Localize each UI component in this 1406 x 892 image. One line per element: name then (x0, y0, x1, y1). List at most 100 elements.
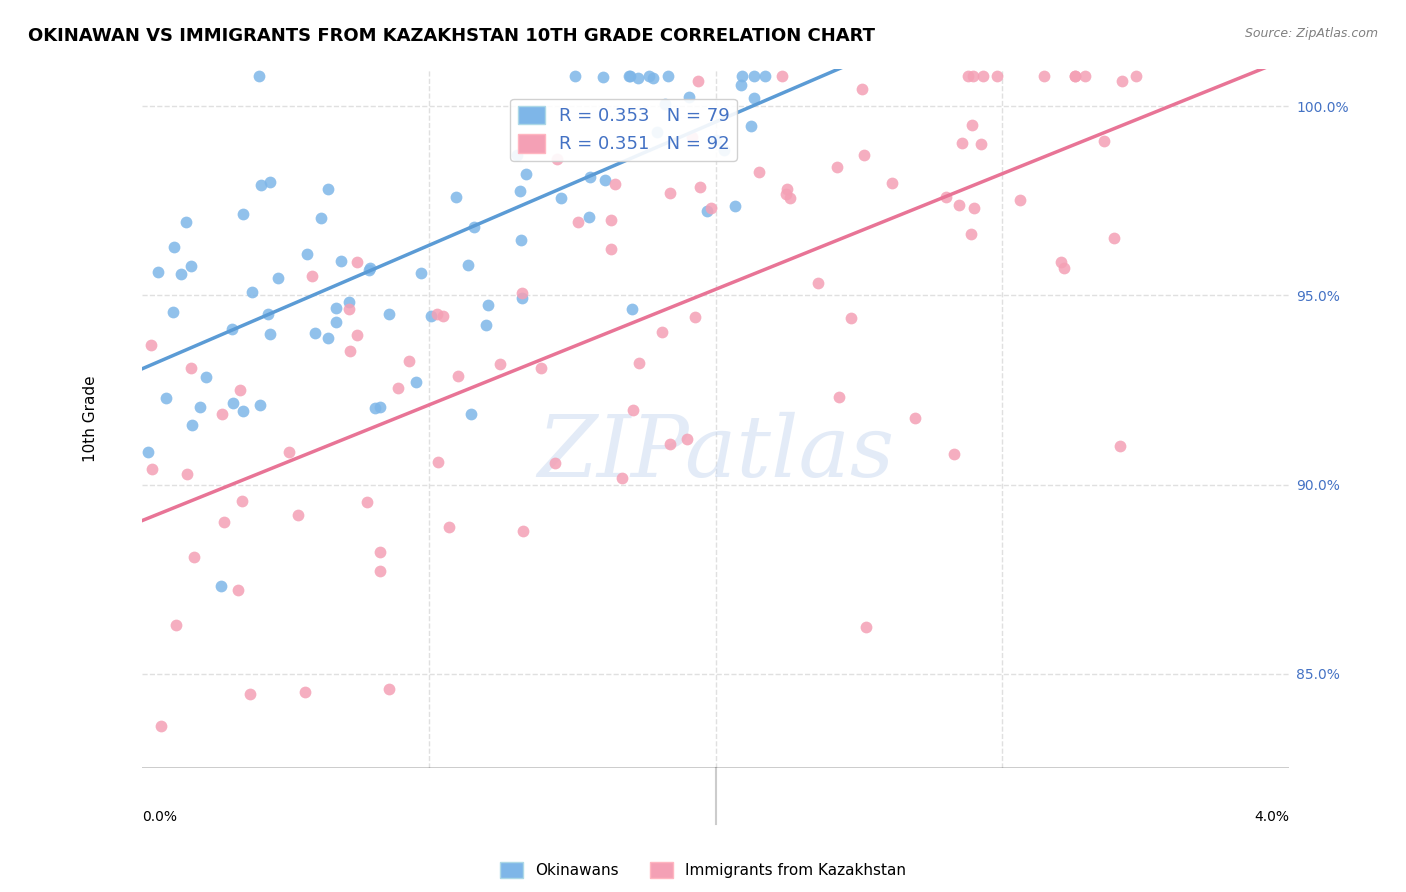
Point (724, 199, 747, 213)
Point (457, 258, 479, 272)
Point (287, 508, 309, 522)
Point (776, 181, 799, 195)
Point (512, 291, 534, 305)
Point (1108, 439, 1130, 453)
Point (969, 137, 991, 152)
Point (325, 315, 347, 329)
Point (517, 104, 540, 119)
Point (1063, 69, 1085, 83)
Point (176, 467, 198, 481)
Point (378, 307, 401, 321)
Point (426, 307, 449, 321)
Point (853, 148, 876, 162)
Point (267, 271, 290, 285)
Point (659, 186, 682, 200)
Point (316, 182, 339, 196)
Legend: R = 0.353   N = 79, R = 0.351   N = 92: R = 0.353 N = 79, R = 0.351 N = 92 (510, 98, 737, 161)
Point (683, 310, 706, 325)
Point (986, 69, 1008, 83)
Point (512, 524, 534, 538)
Point (346, 327, 368, 342)
Point (855, 620, 877, 634)
Point (256, 307, 278, 321)
Point (740, 120, 762, 134)
Point (141, 462, 163, 476)
Point (446, 369, 468, 384)
Point (211, 407, 233, 421)
Point (165, 617, 187, 632)
Point (294, 685, 316, 699)
Point (463, 220, 485, 235)
Point (146, 265, 169, 279)
Point (240, 285, 263, 299)
Point (546, 153, 568, 167)
Point (420, 309, 443, 323)
Point (645, 125, 668, 139)
Point (162, 305, 184, 319)
Point (689, 179, 711, 194)
Point (411, 266, 433, 280)
Point (578, 210, 600, 224)
Point (163, 240, 186, 254)
Point (550, 191, 572, 205)
Point (228, 582, 250, 597)
Point (770, 69, 793, 83)
Point (807, 276, 830, 290)
Point (779, 191, 801, 205)
Point (387, 382, 409, 396)
Point (839, 311, 862, 326)
Point (212, 515, 235, 529)
Point (221, 321, 243, 335)
Point (619, 69, 641, 83)
Point (935, 189, 957, 203)
Point (658, 437, 681, 451)
Point (232, 207, 254, 221)
Point (250, 178, 273, 192)
Point (1125, 69, 1147, 83)
Legend: Okinawans, Immigrants from Kazakhstan: Okinawans, Immigrants from Kazakhstan (494, 856, 912, 884)
Point (239, 687, 262, 701)
Point (136, 444, 159, 458)
Point (610, 471, 633, 485)
Point (754, 69, 776, 83)
Point (593, 173, 616, 187)
Point (222, 396, 245, 410)
Point (1050, 255, 1073, 269)
Point (599, 212, 621, 227)
Text: 0.0%: 0.0% (142, 810, 177, 824)
Point (1092, 134, 1115, 148)
Point (188, 400, 211, 414)
Point (231, 493, 253, 508)
Point (209, 579, 232, 593)
Point (229, 384, 252, 398)
Point (731, 69, 754, 83)
Point (1053, 260, 1076, 275)
Point (180, 417, 202, 432)
Point (704, 133, 727, 147)
Text: Source: ZipAtlas.com: Source: ZipAtlas.com (1244, 27, 1378, 40)
Point (627, 70, 650, 85)
Point (1074, 69, 1097, 83)
Point (359, 260, 381, 275)
Point (686, 74, 709, 88)
Point (696, 204, 718, 219)
Point (515, 167, 537, 181)
Point (259, 175, 281, 189)
Point (247, 69, 270, 83)
Point (544, 456, 567, 470)
Point (957, 69, 980, 83)
Point (377, 681, 399, 696)
Point (730, 78, 752, 93)
Point (509, 233, 531, 247)
Point (567, 214, 589, 228)
Point (641, 70, 664, 85)
Point (621, 402, 644, 417)
Point (619, 69, 641, 83)
Point (437, 519, 460, 533)
Point (259, 326, 281, 341)
Point (960, 227, 983, 241)
Point (775, 186, 797, 201)
Point (432, 309, 454, 323)
Point (637, 69, 659, 83)
Point (195, 370, 218, 384)
